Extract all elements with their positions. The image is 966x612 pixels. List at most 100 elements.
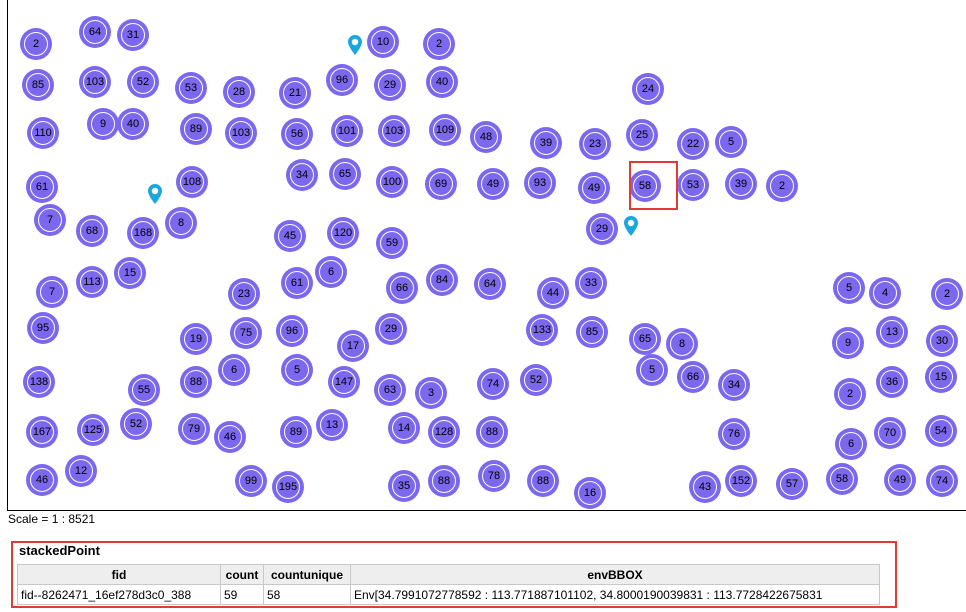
cluster-marker[interactable]: 103 xyxy=(225,117,257,149)
cluster-marker[interactable]: 69 xyxy=(425,168,457,200)
cluster-marker[interactable]: 5 xyxy=(833,272,865,304)
cluster-marker[interactable]: 13 xyxy=(316,409,348,441)
cluster-marker[interactable]: 2 xyxy=(423,28,455,60)
cluster-marker[interactable]: 78 xyxy=(478,460,510,492)
cluster-marker[interactable]: 4 xyxy=(869,277,901,309)
cluster-marker[interactable]: 39 xyxy=(530,127,562,159)
cluster-marker[interactable]: 49 xyxy=(884,464,916,496)
cluster-marker[interactable]: 2 xyxy=(766,170,798,202)
cluster-marker[interactable]: 10 xyxy=(367,26,399,58)
cluster-marker[interactable]: 25 xyxy=(626,119,658,151)
cluster-marker[interactable]: 101 xyxy=(331,115,363,147)
cluster-marker[interactable]: 61 xyxy=(26,171,58,203)
cluster-marker[interactable]: 28 xyxy=(223,76,255,108)
cluster-marker[interactable]: 109 xyxy=(429,114,461,146)
cluster-marker[interactable]: 96 xyxy=(326,64,358,96)
cluster-marker[interactable]: 63 xyxy=(374,374,406,406)
cluster-marker[interactable]: 133 xyxy=(526,314,558,346)
cluster-marker[interactable]: 56 xyxy=(281,118,313,150)
cluster-marker[interactable]: 23 xyxy=(579,128,611,160)
cluster-marker[interactable]: 22 xyxy=(677,128,709,160)
cluster-marker[interactable]: 74 xyxy=(477,368,509,400)
cluster-marker[interactable]: 31 xyxy=(117,19,149,51)
cluster-marker[interactable]: 3 xyxy=(415,377,447,409)
cluster-marker[interactable]: 36 xyxy=(876,366,908,398)
cluster-marker[interactable]: 34 xyxy=(286,159,318,191)
cluster-marker[interactable]: 40 xyxy=(426,66,458,98)
cluster-marker[interactable]: 88 xyxy=(476,416,508,448)
cluster-marker[interactable]: 88 xyxy=(428,465,460,497)
map-pin-icon[interactable] xyxy=(147,183,163,205)
cluster-marker[interactable]: 52 xyxy=(120,408,152,440)
cluster-marker[interactable]: 110 xyxy=(27,117,59,149)
cluster-marker[interactable]: 12 xyxy=(65,455,97,487)
cluster-marker[interactable]: 15 xyxy=(114,257,146,289)
cluster-marker[interactable]: 49 xyxy=(578,172,610,204)
cluster-marker[interactable]: 6 xyxy=(218,354,250,386)
cluster-marker[interactable]: 128 xyxy=(428,416,460,448)
cluster-marker[interactable]: 120 xyxy=(327,217,359,249)
cluster-marker[interactable]: 108 xyxy=(176,166,208,198)
cluster-marker[interactable]: 65 xyxy=(329,158,361,190)
cluster-marker[interactable]: 59 xyxy=(376,227,408,259)
cluster-marker[interactable]: 33 xyxy=(575,267,607,299)
cluster-marker[interactable]: 55 xyxy=(128,374,160,406)
cluster-marker[interactable]: 89 xyxy=(180,113,212,145)
cluster-marker[interactable]: 53 xyxy=(175,72,207,104)
cluster-marker[interactable]: 13 xyxy=(876,316,908,348)
cluster-marker[interactable]: 46 xyxy=(26,464,58,496)
map-pin-icon[interactable] xyxy=(347,34,363,56)
cluster-marker[interactable]: 96 xyxy=(276,315,308,347)
cluster-marker[interactable]: 44 xyxy=(537,277,569,309)
cluster-marker[interactable]: 35 xyxy=(388,470,420,502)
cluster-marker[interactable]: 6 xyxy=(835,428,867,460)
cluster-marker[interactable]: 5 xyxy=(715,126,747,158)
map-viewport[interactable]: 2 64 31 10 2 85 103 52 53 28 21 96 29 40 24 110 9 40 89 103… xyxy=(7,0,966,511)
cluster-marker[interactable]: 39 xyxy=(725,168,757,200)
cluster-marker[interactable]: 34 xyxy=(718,369,750,401)
cluster-marker[interactable]: 66 xyxy=(677,361,709,393)
cluster-marker[interactable]: 29 xyxy=(375,313,407,345)
cluster-marker[interactable]: 6 xyxy=(315,256,347,288)
cluster-marker[interactable]: 2 xyxy=(931,278,963,310)
cluster-marker[interactable]: 2 xyxy=(834,378,866,410)
cluster-marker[interactable]: 68 xyxy=(76,215,108,247)
cluster-marker[interactable]: 29 xyxy=(374,69,406,101)
cluster-marker[interactable]: 14 xyxy=(388,412,420,444)
cluster-marker[interactable]: 58 xyxy=(629,170,661,202)
cluster-marker[interactable]: 152 xyxy=(725,465,757,497)
cluster-marker[interactable]: 15 xyxy=(925,361,957,393)
cluster-marker[interactable]: 64 xyxy=(79,16,111,48)
cluster-marker[interactable]: 61 xyxy=(281,267,313,299)
map-pin-icon[interactable] xyxy=(623,215,639,237)
cluster-marker[interactable]: 138 xyxy=(23,366,55,398)
cluster-marker[interactable]: 58 xyxy=(826,463,858,495)
cluster-marker[interactable]: 66 xyxy=(386,272,418,304)
cluster-marker[interactable]: 49 xyxy=(477,168,509,200)
cluster-marker[interactable]: 7 xyxy=(36,276,68,308)
cluster-marker[interactable]: 5 xyxy=(636,354,668,386)
cluster-marker[interactable]: 84 xyxy=(426,264,458,296)
cluster-marker[interactable]: 125 xyxy=(77,414,109,446)
cluster-marker[interactable]: 7 xyxy=(34,204,66,236)
cluster-marker[interactable]: 85 xyxy=(22,69,54,101)
cluster-marker[interactable]: 17 xyxy=(337,330,369,362)
cluster-marker[interactable]: 52 xyxy=(127,66,159,98)
cluster-marker[interactable]: 57 xyxy=(776,468,808,500)
cluster-marker[interactable]: 8 xyxy=(666,328,698,360)
cluster-marker[interactable]: 195 xyxy=(272,471,304,503)
cluster-marker[interactable]: 95 xyxy=(27,312,59,344)
cluster-marker[interactable]: 70 xyxy=(874,417,906,449)
cluster-marker[interactable]: 64 xyxy=(474,268,506,300)
cluster-marker[interactable]: 113 xyxy=(76,266,108,298)
cluster-marker[interactable]: 29 xyxy=(586,213,618,245)
cluster-marker[interactable]: 93 xyxy=(524,167,556,199)
cluster-marker[interactable]: 103 xyxy=(378,115,410,147)
cluster-marker[interactable]: 8 xyxy=(165,207,197,239)
cluster-marker[interactable]: 54 xyxy=(925,415,957,447)
cluster-marker[interactable]: 2 xyxy=(20,28,52,60)
cluster-marker[interactable]: 88 xyxy=(527,465,559,497)
cluster-marker[interactable]: 79 xyxy=(178,413,210,445)
cluster-marker[interactable]: 21 xyxy=(279,77,311,109)
cluster-marker[interactable]: 76 xyxy=(718,418,750,450)
